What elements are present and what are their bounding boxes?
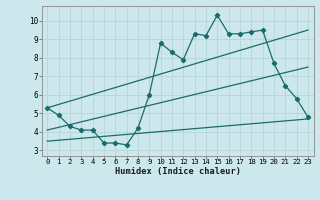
X-axis label: Humidex (Indice chaleur): Humidex (Indice chaleur) bbox=[115, 167, 241, 176]
